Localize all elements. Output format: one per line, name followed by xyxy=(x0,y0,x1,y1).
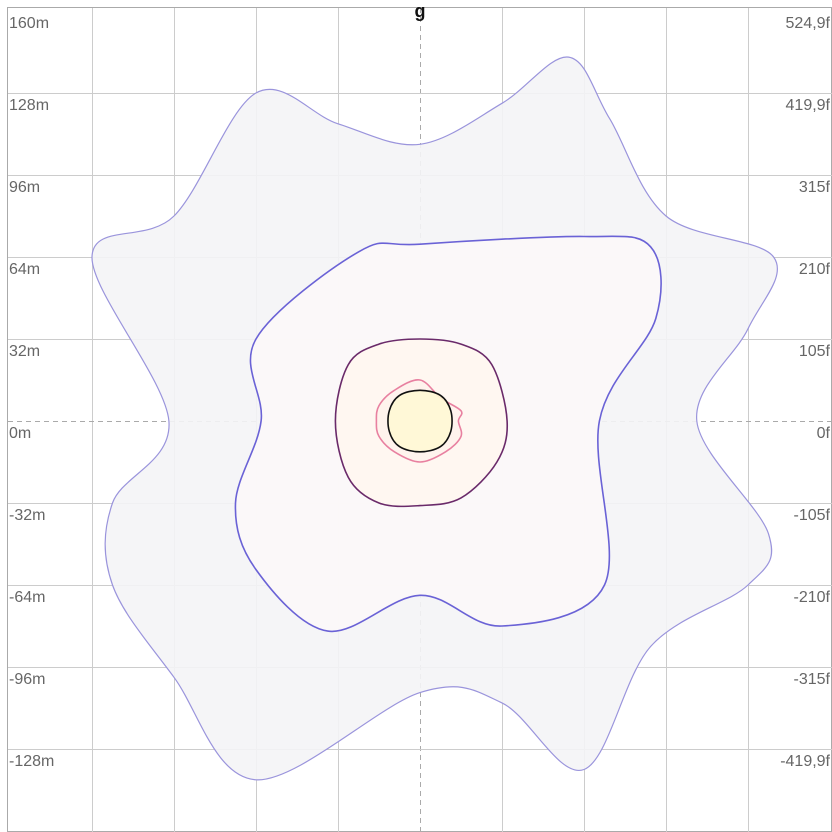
y-tick-label-left-3: 64m xyxy=(9,261,40,278)
y-tick-label-right-0: 524,9f xyxy=(786,15,831,32)
y-tick-label-left-1: 128m xyxy=(9,97,49,114)
y-tick-label-right-8: -315f xyxy=(794,671,831,688)
chart-title: g xyxy=(415,1,426,21)
y-tick-label-right-6: -105f xyxy=(794,507,831,524)
y-tick-label-right-2: 315f xyxy=(799,179,831,196)
contour-4 xyxy=(387,389,453,453)
y-tick-label-left-2: 96m xyxy=(9,179,40,196)
y-tick-label-right-3: 210f xyxy=(799,261,831,278)
y-tick-label-right-4: 105f xyxy=(799,343,831,360)
y-tick-label-left-4: 32m xyxy=(9,343,40,360)
y-tick-label-left-9: -128m xyxy=(9,753,54,770)
y-tick-label-right-5: 0f xyxy=(817,425,831,442)
contour-layers xyxy=(91,56,779,781)
y-tick-label-left-5: 0m xyxy=(9,425,31,442)
y-tick-label-left-0: 160m xyxy=(9,15,49,32)
tick-labels: 160m 524,9f 128m 419,9f 96m 315f 64m 210f 32m 105… xyxy=(9,15,831,770)
y-tick-label-right-9: -419,9f xyxy=(780,753,830,770)
y-tick-label-right-1: 419,9f xyxy=(786,97,831,114)
y-tick-label-left-8: -96m xyxy=(9,671,45,688)
y-tick-label-left-7: -64m xyxy=(9,589,45,606)
y-tick-label-left-6: -32m xyxy=(9,507,45,524)
y-tick-label-right-7: -210f xyxy=(794,589,831,606)
